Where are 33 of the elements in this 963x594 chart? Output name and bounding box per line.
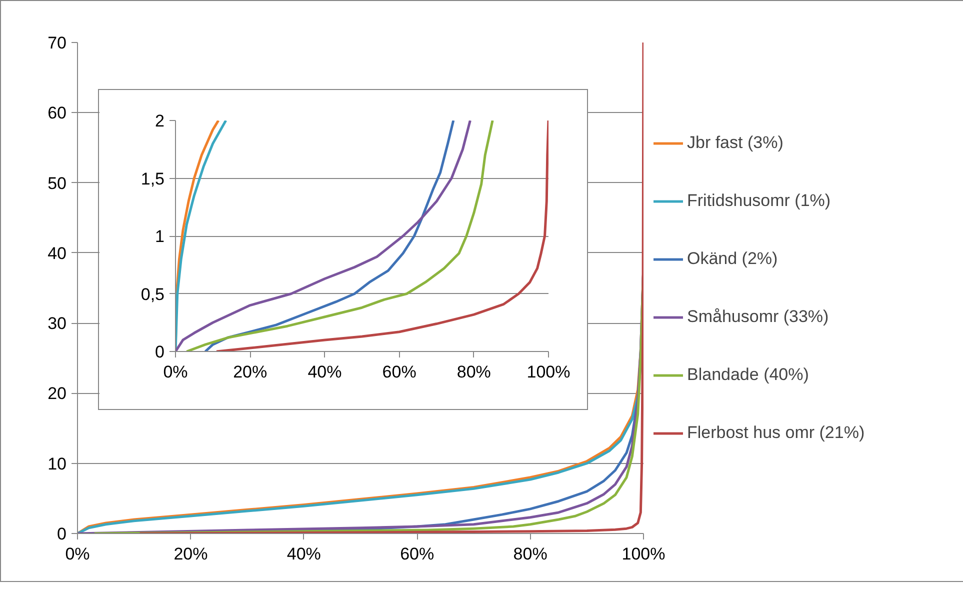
x-tick-label: 40% [308, 362, 342, 382]
legend-label: Blandade (40%) [687, 364, 809, 384]
line-series [138, 42, 644, 534]
y-tick-label: 2 [155, 112, 165, 130]
y-tick-label: 30 [48, 314, 67, 334]
y-tick-label: 50 [48, 174, 67, 193]
y-tick-label: 40 [48, 244, 67, 263]
y-tick-label: 1,5 [140, 169, 165, 188]
y-tick-label: 0,5 [140, 284, 165, 304]
x-tick-label: 20% [174, 544, 208, 564]
x-tick-label: 0% [65, 544, 90, 564]
y-tick-label: 1 [155, 227, 165, 246]
x-tick-label: 100% [622, 544, 666, 564]
x-tick-label: 100% [526, 362, 570, 382]
x-tick-label: 80% [456, 362, 491, 382]
legend-label: Småhusomr (33%) [687, 306, 829, 326]
x-tick-label: 80% [513, 544, 548, 564]
x-tick-label: 60% [400, 544, 434, 564]
y-tick-label: 20 [48, 384, 67, 404]
x-tick-label: 20% [233, 362, 268, 382]
y-tick-label: 0 [57, 524, 67, 544]
x-tick-label: 60% [382, 362, 416, 382]
y-tick-label: 0 [155, 342, 165, 362]
line-series [215, 120, 548, 352]
legend-label: Jbr fast (3%) [687, 132, 784, 152]
x-tick-label: 40% [286, 544, 321, 564]
y-tick-label: 70 [48, 34, 67, 52]
legend-label: Fritidshusomr (1%) [687, 190, 831, 210]
legend-label: Flerbost hus omr (21%) [687, 422, 865, 442]
y-tick-label: 60 [48, 104, 67, 123]
y-tick-label: 10 [48, 454, 67, 474]
legend-label: Okänd (2%) [687, 248, 778, 268]
x-tick-label: 0% [163, 362, 188, 382]
